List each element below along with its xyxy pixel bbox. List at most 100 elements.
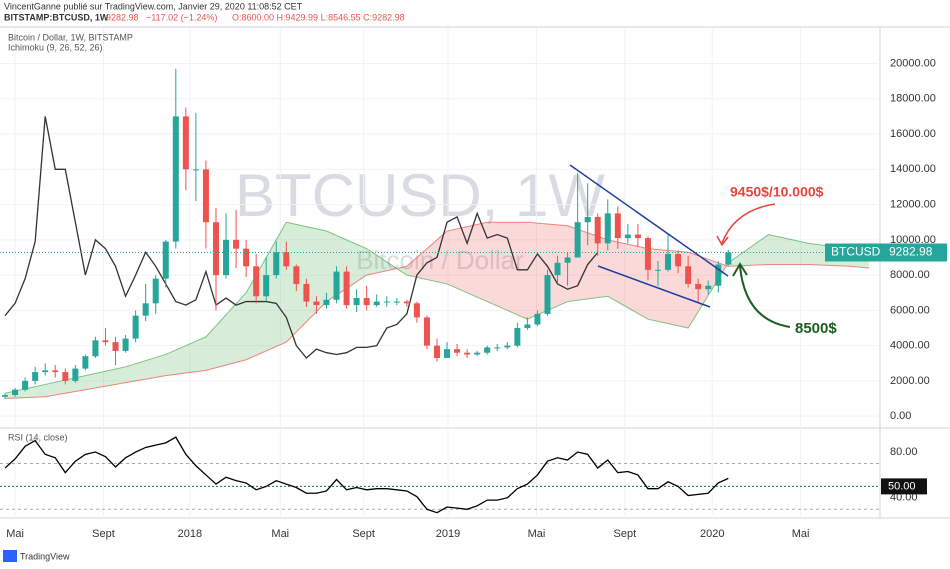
candle-body — [494, 347, 501, 349]
y-tick-label: 14000.00 — [890, 163, 936, 175]
candle-body — [534, 313, 541, 325]
candle-body — [142, 303, 149, 316]
y-tick-label: 4000.00 — [890, 340, 930, 352]
trend-line — [569, 164, 729, 277]
candle-body — [644, 238, 651, 270]
candle-body — [253, 266, 260, 297]
cloud-fill — [487, 222, 528, 320]
cloud-fill — [406, 231, 448, 284]
price-tag-value: 9282.98 — [889, 245, 933, 259]
y-tick-label: 20000.00 — [890, 57, 936, 69]
y-tick-label: 40.00 — [890, 492, 918, 504]
x-tick-label: Mai — [271, 528, 289, 540]
candle-body — [212, 222, 219, 276]
candle-body — [52, 370, 59, 373]
y-tick-label: 80.00 — [890, 446, 918, 458]
annotation-arrow — [721, 203, 776, 244]
level-tag — [881, 478, 927, 495]
x-tick-label: Mai — [6, 528, 24, 540]
chart-title: Bitcoin / Dollar, 1W, BITSTAMP — [8, 32, 133, 42]
logo — [3, 550, 17, 562]
header-change: −117.02 (−1.24%) — [146, 12, 217, 22]
cloud-fill — [125, 354, 166, 383]
candle-body — [293, 266, 300, 284]
cloud-fill — [447, 222, 488, 302]
cloud-fill — [205, 292, 247, 371]
candle-body — [484, 347, 491, 353]
candle-body — [634, 234, 641, 239]
candle-body — [504, 345, 511, 348]
y-tick-label: 8000.00 — [890, 269, 930, 281]
candle-body — [12, 389, 19, 396]
candle-body — [594, 216, 601, 244]
annotation: 9450$/10.000$ — [730, 184, 824, 200]
candle-body — [423, 317, 430, 346]
header-ohlc: O:8600.00 H:9429.99 L:8546.55 C:9282.98 — [232, 12, 405, 22]
candle-body — [162, 241, 169, 279]
candle-body — [363, 298, 370, 306]
candle-body — [725, 252, 732, 265]
price-tag-symbol: BTCUSD — [831, 245, 881, 259]
candle-body — [132, 315, 139, 339]
trend-line — [597, 265, 711, 308]
candle-body — [333, 271, 340, 300]
candle-body — [444, 349, 451, 358]
candle-body — [92, 340, 99, 357]
x-tick-label: Mai — [792, 528, 810, 540]
candle-body — [464, 352, 471, 355]
y-tick-label: 6000.00 — [890, 304, 930, 316]
candle-body — [624, 234, 631, 239]
price-tag-value-box — [882, 243, 947, 262]
candle-body — [715, 264, 722, 286]
candle-body — [72, 368, 79, 381]
candle-body — [2, 395, 9, 397]
candle-body — [544, 275, 551, 314]
candle-body — [303, 283, 310, 302]
header-line: VincentGanne publié sur TradingView.com,… — [4, 1, 303, 11]
candle-body — [554, 262, 561, 276]
candle-body — [353, 298, 360, 306]
candle-body — [614, 213, 621, 239]
lagging-span — [4, 116, 599, 359]
candle-body — [112, 342, 119, 351]
candle-body — [323, 299, 330, 306]
annotation: 8500$ — [795, 320, 837, 337]
rsi-title: RSI (14, close) — [8, 432, 68, 442]
y-tick-label: 10000.00 — [890, 234, 936, 246]
candle-body — [62, 372, 69, 381]
candle-body — [283, 252, 290, 267]
y-tick-label: 18000.00 — [890, 93, 936, 105]
x-tick-label: Sept — [614, 528, 637, 540]
candle-body — [454, 349, 461, 353]
indicator-label: Ichimoku (9, 26, 52, 26) — [8, 42, 103, 52]
cloud-line — [4, 221, 870, 394]
candle-body — [403, 301, 410, 304]
candle-body — [584, 216, 591, 223]
level-label: 50.00 — [888, 480, 916, 492]
candle-body — [172, 116, 179, 242]
candle-body — [514, 328, 521, 346]
candle-body — [223, 239, 230, 276]
candle-body — [243, 248, 250, 267]
x-tick-label: 2020 — [700, 528, 724, 540]
header-symbol: BITSTAMP:BTCUSD, 1W — [4, 12, 109, 22]
candle-body — [574, 222, 581, 258]
candle-body — [32, 372, 39, 381]
candle-body — [313, 301, 320, 306]
x-tick-label: 2019 — [436, 528, 460, 540]
candle-body — [373, 301, 380, 306]
y-tick-label: 2000.00 — [890, 375, 930, 387]
candle-body — [192, 169, 199, 171]
candle-body — [152, 278, 159, 304]
x-tick-label: 2018 — [178, 528, 202, 540]
x-tick-label: Sept — [92, 528, 115, 540]
cloud-fill — [165, 336, 206, 376]
cloud-fill — [728, 234, 769, 267]
x-tick-label: Mai — [528, 528, 546, 540]
arrow-head — [732, 262, 748, 277]
candle-body — [22, 380, 29, 390]
footer-brand: TradingView — [20, 551, 70, 561]
watermark: BTCUSD, 1W — [235, 162, 605, 229]
